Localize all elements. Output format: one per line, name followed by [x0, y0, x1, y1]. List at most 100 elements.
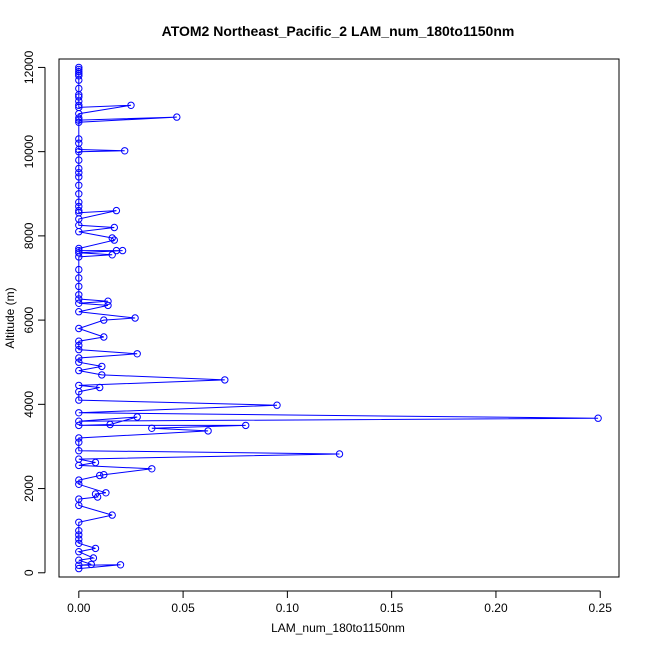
data-point — [75, 358, 83, 366]
data-point — [204, 427, 212, 435]
data-point — [89, 554, 98, 562]
data-point — [75, 539, 83, 547]
data-point — [75, 447, 83, 455]
y-axis: 0 2000 4000 6000 8000 10000 12000 — [22, 50, 46, 576]
data-point — [75, 518, 83, 526]
data-point — [75, 308, 83, 316]
data-point — [75, 164, 83, 173]
data-point — [75, 480, 83, 488]
data-point — [75, 76, 83, 84]
data-point — [75, 253, 83, 261]
data-point — [104, 297, 112, 305]
y-tick-label: 2000 — [22, 475, 36, 502]
data-point — [75, 181, 83, 190]
data-point — [93, 493, 102, 501]
data-point — [133, 413, 141, 421]
x-tick-label: 0.10 — [276, 601, 300, 615]
data-point — [133, 350, 141, 358]
data-point — [75, 135, 83, 143]
data-point — [75, 476, 83, 484]
data-point — [121, 147, 129, 155]
data-point — [75, 67, 83, 76]
data-point — [91, 458, 100, 467]
y-tick-label: 0 — [22, 569, 36, 576]
data-point — [98, 362, 106, 371]
data-point — [131, 314, 139, 322]
x-tick-label: 0.25 — [589, 601, 613, 615]
data-point — [75, 114, 83, 122]
data-point — [108, 234, 116, 242]
data-point — [594, 414, 602, 422]
data-point — [75, 417, 83, 425]
data-point — [75, 156, 83, 164]
data-point — [75, 118, 83, 126]
data-point — [75, 409, 83, 417]
data-point — [98, 371, 106, 379]
data-point — [116, 561, 125, 569]
data-point — [75, 101, 83, 110]
data-point — [75, 366, 83, 375]
data-point — [75, 299, 83, 307]
series-line — [77, 67, 599, 570]
data-point — [75, 295, 83, 303]
data-point — [75, 438, 83, 446]
data-point — [221, 376, 229, 384]
y-tick-label: 10000 — [22, 135, 36, 169]
data-point — [75, 548, 83, 556]
data-point — [91, 544, 100, 553]
data-point — [75, 341, 83, 350]
data-point — [75, 148, 83, 156]
data-point — [75, 388, 83, 396]
data-point — [242, 421, 250, 430]
y-tick-label: 4000 — [22, 391, 36, 418]
data-point — [75, 535, 83, 543]
y-tick-label: 8000 — [22, 222, 36, 249]
data-point — [75, 354, 83, 362]
chart-title: ATOM2 Northeast_Pacific_2 LAM_num_180to1… — [162, 23, 515, 39]
x-axis-label: LAM_num_180to1150nm — [271, 621, 405, 635]
data-point — [75, 206, 83, 215]
data-point — [96, 471, 104, 480]
data-point — [75, 145, 83, 154]
data-point — [75, 274, 83, 282]
data-point — [75, 434, 83, 442]
x-tick-label: 0.15 — [380, 601, 404, 615]
plot-frame — [58, 58, 620, 578]
data-point — [75, 265, 83, 274]
data-point — [75, 169, 83, 177]
data-point — [75, 190, 83, 198]
x-tick-label: 0.00 — [67, 601, 91, 615]
x-tick-label: 0.20 — [484, 601, 508, 615]
data-point — [110, 236, 119, 244]
x-tick-label: 0.05 — [171, 601, 195, 615]
data-point — [75, 345, 83, 354]
data-point — [75, 527, 83, 535]
x-axis: 0.00 0.05 0.10 0.15 0.20 0.25 — [67, 590, 613, 615]
data-point — [75, 93, 83, 101]
data-point — [100, 333, 108, 341]
data-point — [75, 228, 83, 236]
data-point — [108, 251, 116, 259]
y-axis-label: Altitude (m) — [3, 287, 17, 348]
data-point — [100, 471, 108, 479]
data-point — [110, 223, 119, 232]
data-point — [148, 424, 156, 432]
data-point — [106, 420, 114, 429]
data-point — [75, 198, 83, 206]
data-point — [75, 173, 83, 181]
data-point — [75, 561, 83, 569]
data-point — [173, 113, 181, 121]
data-point — [75, 116, 83, 124]
data-point — [112, 206, 121, 215]
data-point — [75, 531, 83, 539]
y-tick-label: 6000 — [22, 306, 36, 333]
data-point — [75, 556, 83, 564]
data-point — [75, 324, 83, 333]
data-point — [75, 72, 83, 80]
data-point — [273, 401, 281, 409]
data-point — [75, 337, 83, 345]
series-points — [75, 63, 602, 573]
data-point — [75, 291, 83, 299]
y-tick-label: 12000 — [22, 50, 36, 84]
